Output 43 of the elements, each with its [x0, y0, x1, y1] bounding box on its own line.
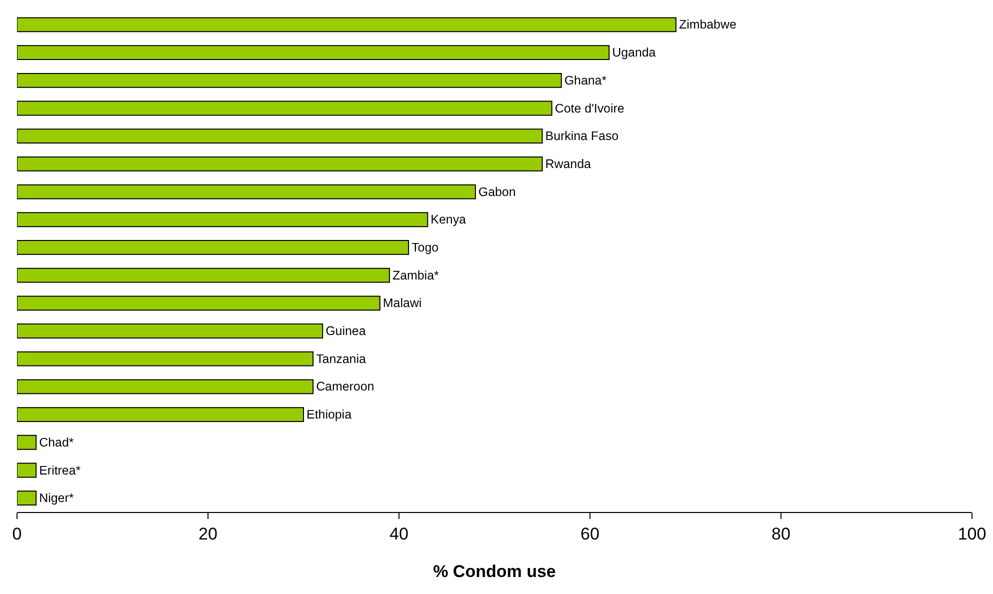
- y-tick-label: Kenya: [430, 212, 466, 227]
- y-tick-label: Burkina Faso: [545, 129, 619, 144]
- y-tick-label: Ethiopia: [306, 408, 352, 422]
- y-tick-label: Rwanda: [545, 156, 592, 171]
- bar: [17, 490, 37, 506]
- y-tick-label: Malawi: [382, 296, 422, 310]
- x-tick-label: 20: [198, 524, 218, 544]
- y-tick-label: Togo: [412, 240, 439, 254]
- bar: [17, 434, 37, 450]
- bar: [17, 156, 543, 172]
- x-tick-label: 80: [772, 524, 790, 544]
- x-tick-label: 40: [390, 524, 408, 544]
- x-axis-title: % Condom use: [433, 562, 556, 581]
- bar: [17, 462, 37, 478]
- y-tick-label: Uganda: [612, 46, 656, 60]
- y-tick-label: Niger*: [39, 491, 74, 506]
- y-tick-label: Eritrea*: [39, 463, 81, 478]
- bar: [17, 45, 610, 60]
- y-tick-label: Cote d'Ivoire: [554, 101, 624, 116]
- bar: [17, 379, 314, 394]
- bar: [17, 296, 380, 311]
- bar: [17, 240, 410, 255]
- y-tick-label: Ghana*: [564, 73, 607, 88]
- x-tick-label: 100: [958, 524, 986, 544]
- bar: [17, 324, 324, 338]
- y-tick-label: Zimbabwe: [678, 18, 736, 32]
- bar: [17, 212, 428, 228]
- bar: [17, 268, 390, 283]
- bar: [17, 128, 543, 144]
- bar: [17, 184, 476, 200]
- bar: [17, 351, 314, 366]
- x-tick-label: 0: [12, 524, 22, 544]
- y-tick-label: Guinea: [326, 324, 366, 338]
- y-tick-label: Tanzania: [316, 352, 366, 366]
- bar: [17, 100, 552, 116]
- x-tick-label: 60: [580, 524, 600, 544]
- y-tick-label: Cameroon: [316, 380, 374, 394]
- y-tick-label: Gabon: [478, 184, 516, 199]
- bar: [17, 17, 676, 32]
- bar: [17, 407, 304, 422]
- y-tick-label: Zambia*: [392, 268, 439, 282]
- y-tick-label: Chad*: [39, 435, 74, 450]
- bar: [17, 72, 562, 88]
